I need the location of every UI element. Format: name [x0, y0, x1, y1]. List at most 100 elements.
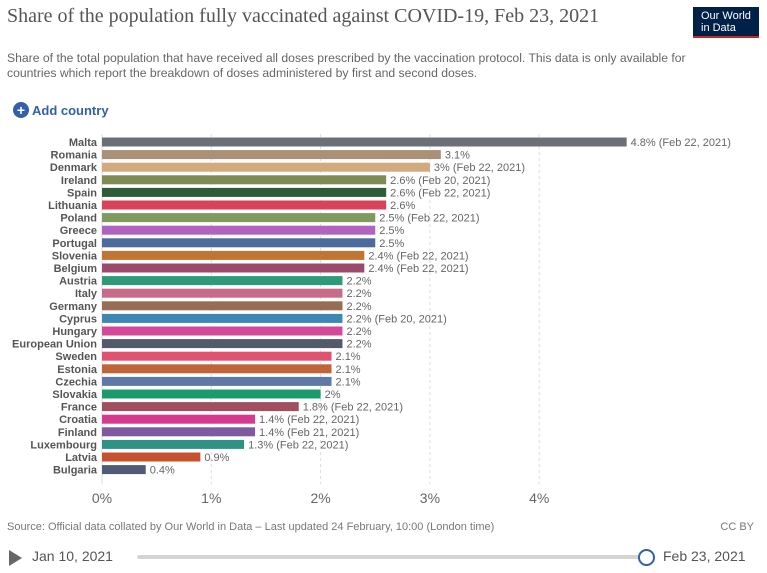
category-label: Romania	[51, 150, 98, 162]
timeline-end-date: Feb 23, 2021	[663, 548, 746, 564]
bar	[102, 137, 627, 147]
category-label: Bulgaria	[53, 465, 98, 477]
bar	[102, 150, 441, 160]
category-label: Portugal	[52, 238, 97, 250]
plus-icon: +	[13, 102, 29, 118]
category-label: Latvia	[65, 452, 98, 464]
data-label: 2.6%	[390, 200, 415, 212]
category-label: Czechia	[55, 376, 97, 388]
category-label: Austria	[59, 276, 98, 288]
bar	[102, 238, 376, 248]
data-label: 2.1%	[336, 376, 361, 388]
bar	[102, 250, 365, 260]
timeline-track[interactable]	[137, 555, 647, 559]
data-label: 3.1%	[445, 150, 470, 162]
data-label: 0.4%	[150, 465, 175, 477]
add-country-label: Add country	[32, 102, 109, 118]
x-tick-label: 1%	[201, 490, 221, 506]
data-label: 1.8% (Feb 22, 2021)	[303, 402, 403, 414]
bar	[102, 301, 343, 311]
chart-subtitle: Share of the total population that have …	[7, 51, 686, 80]
data-label: 2.6% (Feb 22, 2021)	[390, 187, 490, 199]
bar	[102, 276, 343, 286]
data-label: 2.5% (Feb 22, 2021)	[379, 213, 479, 225]
data-label: 1.4% (Feb 21, 2021)	[259, 427, 359, 439]
play-icon[interactable]	[9, 550, 22, 566]
bar	[102, 414, 256, 424]
license-link[interactable]: CC BY	[720, 521, 754, 533]
bar	[102, 175, 387, 185]
bar	[102, 326, 343, 336]
data-label: 2.2%	[346, 276, 371, 288]
bar	[102, 389, 321, 399]
data-label: 1.3% (Feb 22, 2021)	[248, 439, 348, 451]
category-label: Cyprus	[59, 313, 97, 325]
category-label: European Union	[12, 339, 97, 351]
bar	[102, 162, 430, 172]
data-label: 0.9%	[204, 452, 229, 464]
category-label: Italy	[75, 288, 98, 300]
bar	[102, 402, 299, 412]
x-tick-label: 0%	[92, 490, 112, 506]
data-label: 2.4% (Feb 22, 2021)	[368, 263, 468, 275]
category-label: Lithuania	[48, 200, 98, 212]
x-tick-label: 4%	[529, 490, 549, 506]
data-label: 2%	[325, 389, 341, 401]
category-label: Malta	[69, 137, 98, 149]
bar	[102, 200, 387, 210]
bar	[102, 364, 332, 374]
data-label: 2.6% (Feb 20, 2021)	[390, 175, 490, 187]
category-label: Luxembourg	[30, 439, 97, 451]
bar	[102, 225, 376, 235]
category-label: Germany	[49, 301, 98, 313]
category-label: Hungary	[52, 326, 98, 338]
bar	[102, 263, 365, 273]
chart-title: Share of the population fully vaccinated…	[7, 5, 600, 27]
data-label: 2.4% (Feb 22, 2021)	[368, 250, 468, 262]
bar	[102, 427, 256, 437]
timeline: Jan 10, 2021 Feb 23, 2021	[0, 545, 767, 569]
bar	[102, 213, 376, 223]
category-label: Spain	[67, 187, 97, 199]
add-country-button[interactable]: + Add country	[13, 102, 109, 118]
data-label: 2.2%	[346, 339, 371, 351]
data-label: 1.4% (Feb 22, 2021)	[259, 414, 359, 426]
category-label: France	[61, 402, 97, 414]
data-label: 2.1%	[336, 364, 361, 376]
bar	[102, 187, 387, 197]
bar	[102, 351, 332, 361]
source-note: Source: Official data collated by Our Wo…	[7, 521, 495, 533]
category-label: Denmark	[50, 162, 98, 174]
data-label: 2.2%	[346, 288, 371, 300]
bar-chart: 0% 1% 2% 3% 4% Malta 4.8% (Feb 22, 2021) Romani…	[12, 134, 731, 506]
category-label: Finland	[58, 427, 97, 439]
category-label: Slovakia	[52, 389, 98, 401]
category-label: Slovenia	[52, 250, 98, 262]
data-label: 2.2%	[346, 301, 371, 313]
bar	[102, 288, 343, 298]
data-label: 2.2%	[346, 326, 371, 338]
data-label: 4.8% (Feb 22, 2021)	[631, 137, 731, 149]
category-label: Belgium	[54, 263, 98, 275]
data-label: 2.2% (Feb 20, 2021)	[346, 313, 446, 325]
category-label: Sweden	[55, 351, 97, 363]
x-tick-label: 3%	[420, 490, 440, 506]
data-label: 3% (Feb 22, 2021)	[434, 162, 525, 174]
timeline-handle[interactable]	[638, 549, 655, 566]
bar	[102, 376, 332, 386]
category-label: Greece	[60, 225, 97, 237]
category-label: Croatia	[59, 414, 98, 426]
bar	[102, 439, 245, 449]
data-label: 2.5%	[379, 225, 404, 237]
bar	[102, 452, 201, 462]
category-label: Ireland	[61, 175, 97, 187]
data-label: 2.5%	[379, 238, 404, 250]
bar	[102, 313, 343, 323]
x-tick-label: 2%	[310, 490, 330, 506]
owid-logo[interactable]: Our World in Data	[693, 7, 759, 38]
bar	[102, 465, 146, 475]
category-label: Estonia	[57, 364, 98, 376]
data-label: 2.1%	[336, 351, 361, 363]
category-label: Poland	[60, 213, 97, 225]
bar	[102, 339, 343, 349]
